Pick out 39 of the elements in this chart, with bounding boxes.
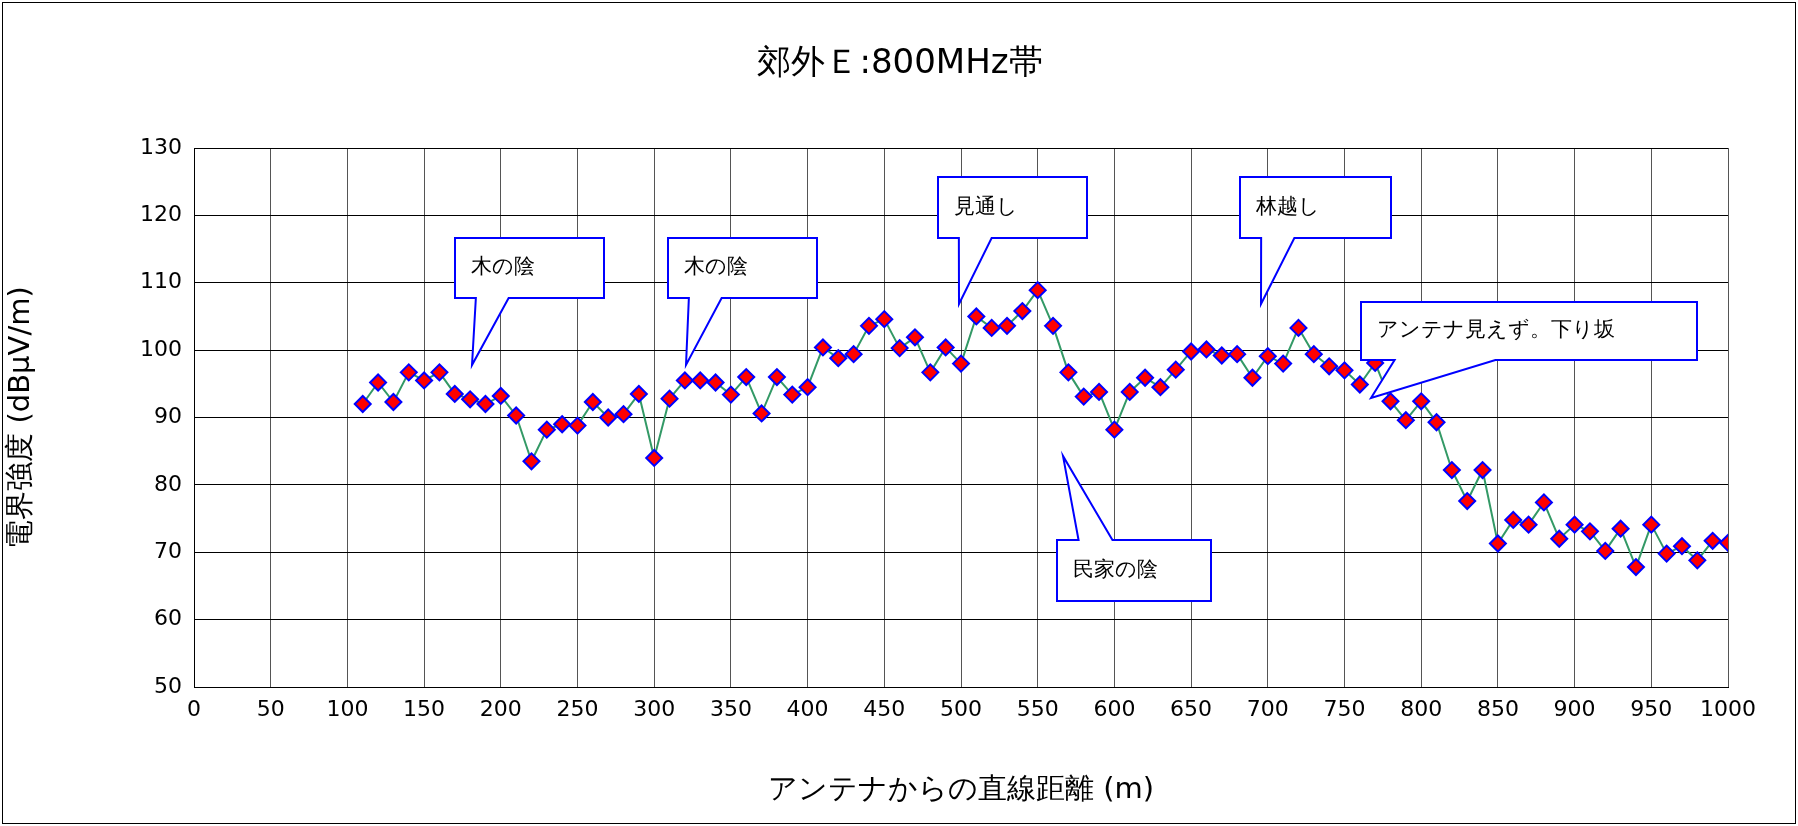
y-axis-title: 電界強度 (dBμV/m) [1, 286, 36, 549]
y-tick-label: 50 [154, 672, 182, 698]
x-tick-label: 550 [1016, 695, 1059, 721]
x-tick-label: 150 [403, 695, 446, 721]
x-tick-label: 50 [256, 695, 285, 721]
chart-title: 郊外Ｅ:800MHz帯 [757, 40, 1043, 81]
annotation: 木の陰 [684, 254, 748, 279]
annotation: 林越し [1255, 193, 1320, 218]
y-tick-label: 90 [154, 403, 182, 429]
annotation: アンテナ見えず。下り坂 [1377, 317, 1615, 342]
y-tick-label: 80 [154, 470, 182, 496]
x-tick-label: 100 [326, 695, 369, 721]
annotation: 見通し [954, 193, 1018, 218]
y-tick-label: 70 [154, 537, 182, 563]
y-tick-label: 60 [154, 605, 182, 631]
x-tick-label: 300 [633, 695, 676, 721]
x-tick-label: 900 [1553, 695, 1596, 721]
y-tick-label: 100 [140, 335, 182, 361]
x-axis-title: アンテナからの直線距離 (m) [767, 771, 1155, 806]
x-tick-label: 500 [940, 695, 982, 721]
x-tick-label: 350 [709, 695, 752, 721]
x-tick-label: 600 [1093, 695, 1136, 721]
x-tick-label: 200 [479, 695, 522, 721]
y-tick-label: 120 [140, 201, 182, 227]
x-tick-label: 450 [863, 695, 906, 721]
annotation: 木の陰 [471, 254, 535, 279]
x-tick-label: 850 [1476, 695, 1519, 721]
y-tick-label: 110 [140, 268, 182, 294]
annotation: 民家の陰 [1073, 556, 1158, 581]
x-tick-label: 950 [1630, 695, 1673, 721]
x-tick-label: 400 [786, 695, 829, 721]
x-tick-label: 1000 [1700, 695, 1756, 721]
x-tick-label: 700 [1246, 695, 1289, 721]
y-tick-label: 130 [140, 133, 182, 159]
x-tick-label: 250 [556, 695, 599, 721]
x-tick-label: 750 [1323, 695, 1366, 721]
x-tick-label: 650 [1170, 695, 1213, 721]
x-tick-label: 800 [1400, 695, 1443, 721]
x-tick-label: 0 [187, 695, 201, 721]
